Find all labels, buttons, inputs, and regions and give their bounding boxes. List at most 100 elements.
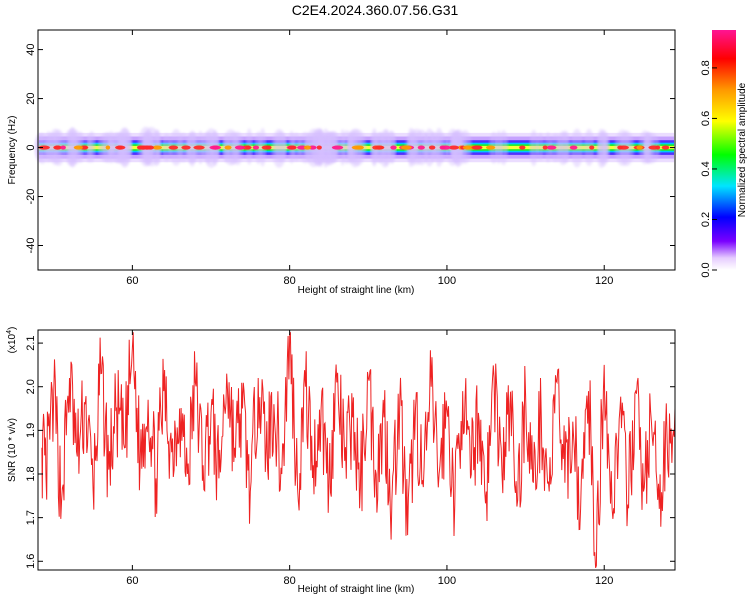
spectrogram-hotspot <box>462 145 473 150</box>
spectrogram-panel: 60 80 100 120 -40 -20 0 20 40 Height of straigh… <box>7 29 676 296</box>
spectrogram-x-ticks: 60 80 100 120 <box>126 30 613 287</box>
snr-panel: 60 80 100 120 1.6 1.7 1.8 1.9 2.0 2.1 Height of … <box>6 327 676 595</box>
snr-y-ticks: 1.6 1.7 1.8 1.9 2.0 2.1 <box>25 335 675 569</box>
y-tick-label: 1.9 <box>25 423 37 438</box>
spectrogram-hotspot <box>542 145 548 150</box>
spectrogram-hotspot <box>485 145 496 150</box>
spectrogram-hotspot <box>136 145 144 150</box>
y-tick-label: 1.7 <box>25 510 37 525</box>
spectrogram-hotspot <box>193 145 205 150</box>
spectrogram-halo <box>495 130 503 165</box>
snr-multiplier-suffix: ) <box>7 327 18 330</box>
y-tick-label: 1.8 <box>25 466 37 481</box>
spectrogram-hotspot <box>390 145 397 150</box>
snr-series-line <box>41 332 676 568</box>
spectrogram-hotspot <box>105 145 111 150</box>
colorbar: 0.0 0.2 0.4 0.6 0.8 Normalized spectral ampl… <box>700 30 748 278</box>
spectrogram-halo <box>341 130 353 165</box>
spectrogram-band <box>34 126 674 168</box>
snr-multiplier-label: (x104) <box>6 327 18 354</box>
spectrogram-hotspot <box>519 145 526 150</box>
spectrogram-hotspot <box>471 145 483 150</box>
spectrogram-halo <box>87 130 96 163</box>
spectrogram-hotspot <box>661 145 670 150</box>
spectrogram-hotspot <box>648 145 659 150</box>
y-tick-label: 2.1 <box>25 335 37 350</box>
spectrogram-hotspot <box>428 145 436 150</box>
y-tick-label: 40 <box>25 43 37 55</box>
x-tick-label: 100 <box>438 275 456 287</box>
spectrogram-hotspot <box>287 145 297 150</box>
spectrogram-hotspot <box>636 145 643 150</box>
spectrogram-hotspot <box>618 145 629 150</box>
spectrogram-hotspot <box>152 145 163 150</box>
spectrogram-hotspot <box>60 145 66 150</box>
spectrogram-halo <box>409 128 425 165</box>
spectrogram-hotspot <box>261 145 271 150</box>
spectrogram-hotspot <box>38 145 50 150</box>
colorbar-gradient <box>712 30 736 270</box>
spectrogram-hotspot <box>448 145 460 150</box>
spectrogram-hotspot <box>73 145 84 150</box>
spectrogram-hotspot <box>234 145 245 150</box>
spectrogram-hotspot <box>316 145 322 150</box>
spectrogram-halo <box>529 129 538 167</box>
page-title: C2E4.2024.360.07.56.G31 <box>291 2 459 18</box>
spectrogram-halo <box>97 133 113 162</box>
snr-multiplier-prefix: (x10 <box>7 333 18 353</box>
x-tick-label: 120 <box>595 275 613 287</box>
snr-y-axis-label: SNR (10 * v/v) <box>7 418 18 482</box>
snr-multiplier-exponent: 4 <box>6 330 13 334</box>
x-tick-label: 80 <box>284 575 296 587</box>
colorbar-tick-label: 0.6 <box>700 111 712 126</box>
spectrogram-y-axis-label: Frequency (Hz) <box>7 116 18 185</box>
spectrogram-hotspot <box>82 145 88 150</box>
spectrogram-x-axis-label: Height of straight line (km) <box>298 285 415 296</box>
spectrogram-hotspot <box>146 145 154 150</box>
y-tick-label: -40 <box>25 238 37 254</box>
spectrogram-hotspot <box>115 145 126 150</box>
spectrogram-y-ticks: -40 -20 0 20 40 <box>25 43 675 253</box>
snr-x-ticks: 60 80 100 120 <box>126 330 613 587</box>
colorbar-ticks: 0.0 0.2 0.4 0.6 0.8 <box>700 60 717 278</box>
spectrogram-hotspot <box>569 145 578 150</box>
spectrogram-hotspot <box>589 145 595 150</box>
x-tick-label: 100 <box>438 575 456 587</box>
spectrogram-halo <box>187 130 197 167</box>
y-tick-label: 1.6 <box>25 554 37 569</box>
spectrogram-hotspot <box>181 145 191 150</box>
spectrogram-hotspot <box>440 145 451 150</box>
x-tick-label: 60 <box>126 575 138 587</box>
spectrogram-frame <box>37 29 676 271</box>
y-tick-label: -20 <box>25 189 37 205</box>
spectrogram-halo <box>274 131 287 163</box>
spectrogram-hotspot <box>54 145 61 150</box>
x-tick-label: 60 <box>126 275 138 287</box>
spectrogram-halo <box>536 132 545 161</box>
spectrogram-halo <box>205 132 212 165</box>
colorbar-tick-label: 0.8 <box>700 60 712 75</box>
snr-x-axis-label: Height of straight line (km) <box>298 584 415 595</box>
spectrogram-hotspot <box>546 145 557 150</box>
spectrogram-hotspot <box>355 145 364 150</box>
spectrogram-hotspot <box>331 145 344 150</box>
colorbar-tick-label: 0.2 <box>700 212 712 227</box>
spectrogram-hotspot <box>168 145 179 150</box>
spectrogram-hotspot <box>245 145 251 150</box>
spectrogram-halo <box>598 129 609 167</box>
spectrogram-hotspot <box>224 145 232 150</box>
y-tick-label: 20 <box>25 92 37 104</box>
spectrogram-halo <box>583 128 595 166</box>
colorbar-tick-label: 0.4 <box>700 161 712 176</box>
spectrogram-halo <box>161 133 172 162</box>
y-tick-label: 2.0 <box>25 379 37 394</box>
spectrogram-hotspot <box>374 145 385 150</box>
snr-frame <box>37 329 676 571</box>
spectrogram-hotspot <box>209 145 222 150</box>
spectrogram-hotspot <box>400 145 412 150</box>
x-tick-label: 80 <box>284 275 296 287</box>
colorbar-label: Normalized spectral amplitude <box>737 82 748 217</box>
spectrogram-hotspot <box>417 145 425 150</box>
y-tick-label: 0 <box>25 144 37 150</box>
colorbar-tick-label: 0.0 <box>700 262 712 277</box>
